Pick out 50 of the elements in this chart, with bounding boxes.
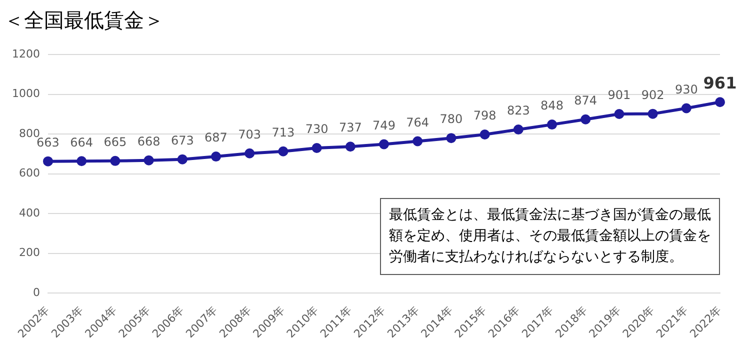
data-label: 764 xyxy=(406,115,430,130)
point xyxy=(378,139,389,150)
data-label: 798 xyxy=(473,108,496,123)
data-label: 687 xyxy=(204,130,228,145)
y-tick-label: 1000 xyxy=(12,87,40,100)
data-label: 730 xyxy=(305,122,328,136)
data-label: 673 xyxy=(170,133,194,148)
point xyxy=(715,97,725,108)
point xyxy=(681,103,692,114)
data-label: 902 xyxy=(641,88,664,102)
point xyxy=(110,156,120,166)
point xyxy=(210,152,221,162)
point xyxy=(177,154,188,164)
data-label: 874 xyxy=(574,94,598,108)
data-label: 961 xyxy=(703,73,737,92)
y-tick-label: 0 xyxy=(32,286,40,299)
point xyxy=(412,136,423,146)
point xyxy=(648,108,658,119)
point xyxy=(446,133,456,144)
point xyxy=(312,143,322,154)
data-label: 901 xyxy=(608,88,631,102)
chart-title: ＜全国最低賃金＞ xyxy=(3,7,165,34)
point xyxy=(480,129,490,140)
point xyxy=(345,142,356,152)
point xyxy=(580,114,591,124)
point xyxy=(42,156,53,166)
y-tick-label: 600 xyxy=(18,166,40,180)
point xyxy=(244,148,255,158)
point xyxy=(513,124,524,135)
y-tick-label: 400 xyxy=(18,206,40,220)
point xyxy=(614,109,624,120)
data-label: 665 xyxy=(104,135,127,150)
data-label: 749 xyxy=(372,118,396,132)
y-tick-label: 1200 xyxy=(12,47,40,60)
point xyxy=(144,155,154,166)
point xyxy=(278,146,288,156)
data-label: 703 xyxy=(238,128,262,142)
annotation: 最低賃金とは、最低賃金法に基づき国が賃金の最低額を定め、使用者は、その最低賃金額以上の賃金を労働者に支払わなければならないとする制度。 xyxy=(380,198,720,275)
data-label: 737 xyxy=(338,120,362,135)
data-label: 823 xyxy=(506,104,530,118)
point xyxy=(547,120,557,130)
y-tick-label: 200 xyxy=(18,246,40,260)
data-label: 848 xyxy=(540,98,564,113)
point xyxy=(76,156,87,166)
data-label: 713 xyxy=(272,126,295,140)
y-tick-label: 800 xyxy=(18,126,40,140)
data-label: 664 xyxy=(70,135,94,150)
data-label: 668 xyxy=(137,134,160,148)
data-label: 930 xyxy=(674,82,698,96)
data-label: 780 xyxy=(440,112,463,126)
